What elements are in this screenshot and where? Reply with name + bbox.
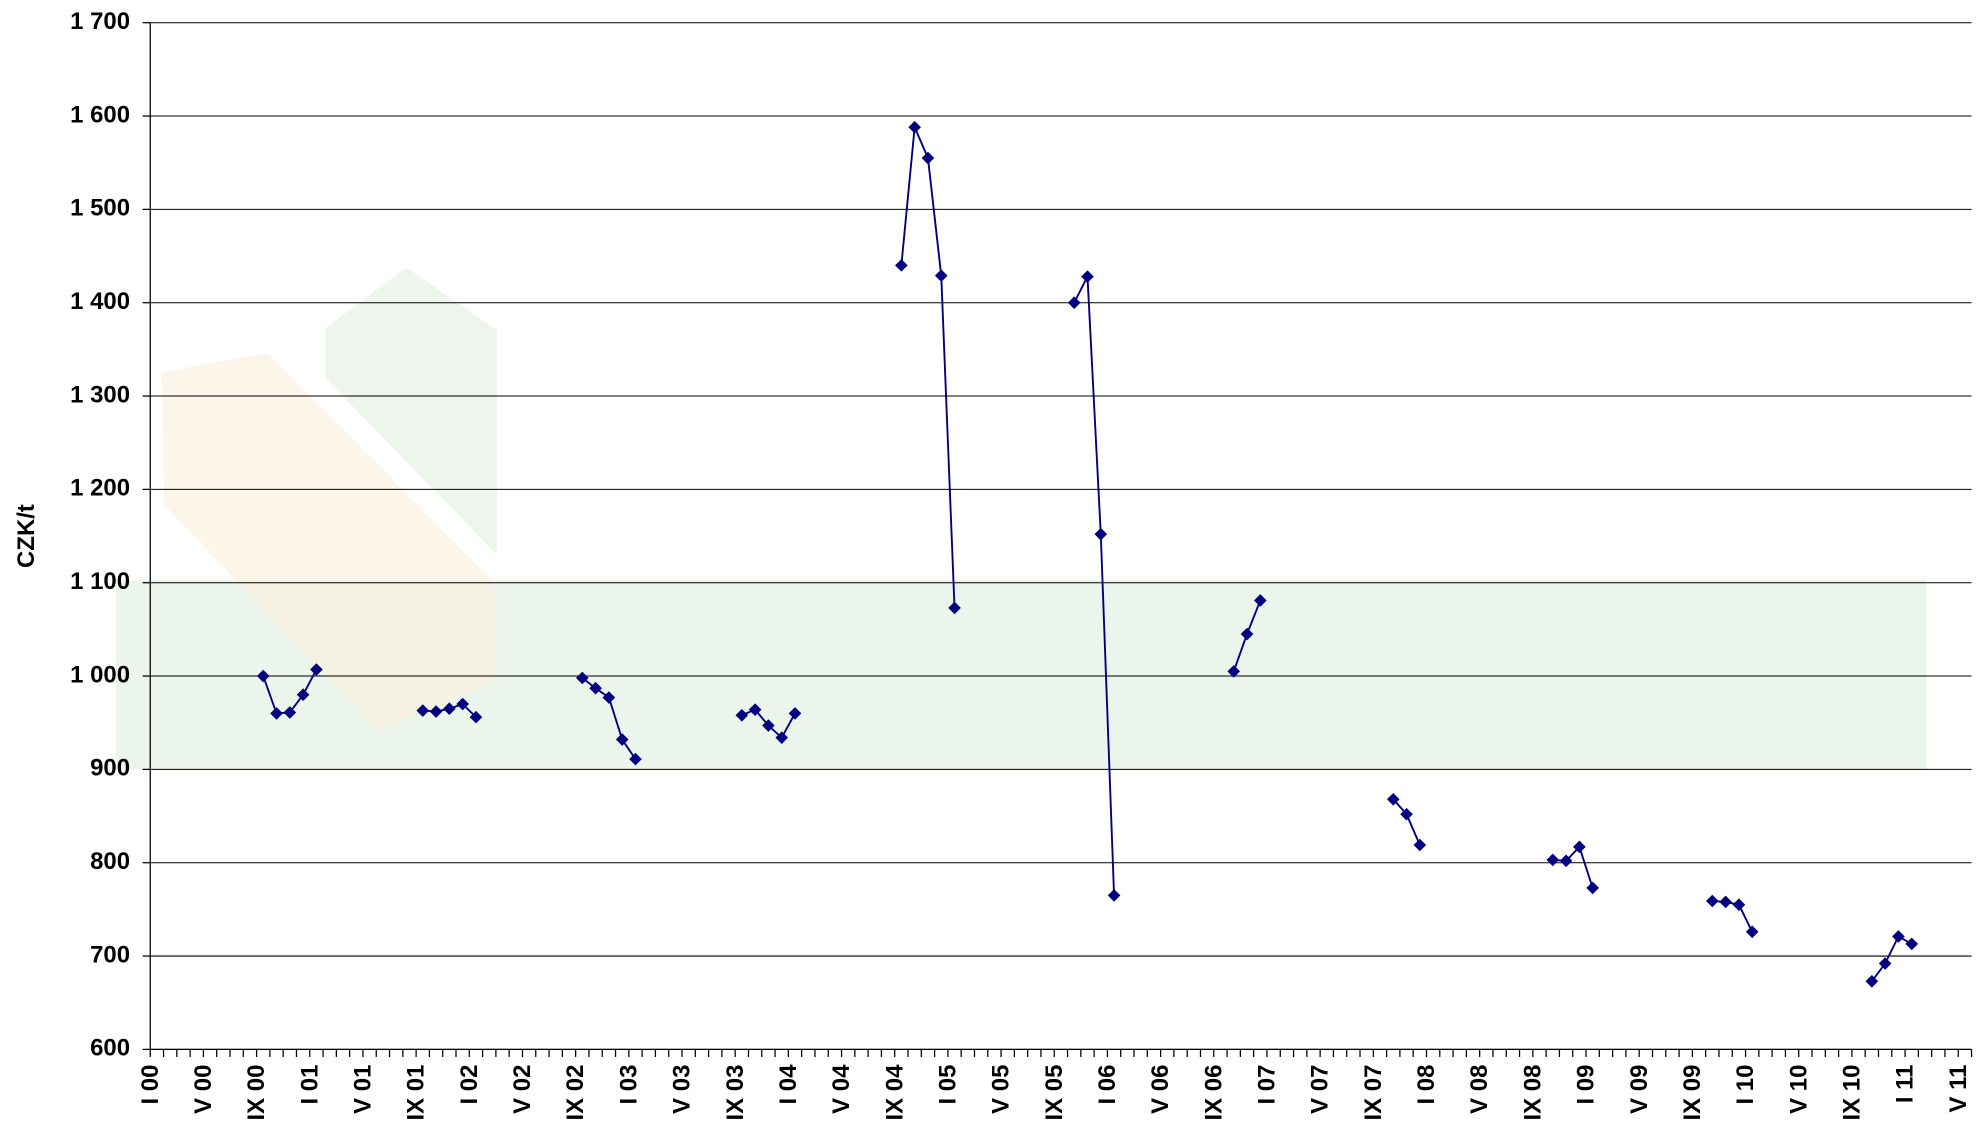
x-tick-label: V 08: [1466, 1065, 1493, 1114]
x-tick-label: V 05: [988, 1065, 1015, 1114]
marker: [1905, 937, 1919, 951]
x-tick-label: IX 03: [722, 1065, 749, 1121]
x-tick-label: IX 10: [1838, 1065, 1865, 1121]
marker: [629, 752, 642, 766]
marker: [429, 705, 443, 718]
marker: [762, 719, 775, 732]
x-tick-label: I 05: [934, 1065, 961, 1105]
y-tick-label: 1 400: [70, 288, 130, 315]
marker: [895, 259, 908, 272]
marker: [256, 669, 270, 683]
x-tick-label: V 07: [1307, 1065, 1334, 1114]
marker: [934, 269, 948, 282]
x-tick-label: V 04: [828, 1064, 855, 1114]
y-tick-label: 1 000: [70, 661, 130, 688]
y-tick-label: 1 500: [70, 195, 130, 222]
marker: [1586, 881, 1599, 895]
marker: [456, 697, 469, 711]
marker: [775, 731, 789, 744]
marker: [1227, 665, 1241, 678]
x-tick-label: IX 01: [403, 1065, 430, 1121]
marker: [469, 710, 483, 724]
x-tick-label: V 02: [509, 1065, 536, 1114]
x-tick-label: I 00: [137, 1065, 164, 1105]
x-tick-label: V 10: [1785, 1065, 1812, 1114]
marker: [1573, 840, 1586, 854]
y-tick-label: 1 600: [70, 101, 130, 128]
x-tick-label: I 11: [1892, 1065, 1919, 1104]
y-tick-label: 1 700: [70, 8, 130, 35]
marker: [908, 120, 921, 134]
marker: [1892, 930, 1905, 943]
marker: [1094, 527, 1108, 541]
marker: [921, 151, 935, 165]
marker: [735, 708, 749, 722]
marker: [1067, 296, 1081, 310]
watermark-shape: [161, 353, 495, 732]
y-tick-label: 1 200: [70, 475, 130, 502]
marker: [1240, 627, 1254, 641]
marker: [1386, 792, 1400, 806]
x-tick-label: I 10: [1732, 1065, 1759, 1105]
x-tick-label: V 06: [1147, 1065, 1174, 1114]
marker: [589, 681, 602, 695]
x-tick-label: I 08: [1413, 1065, 1440, 1105]
y-tick-label: 900: [90, 755, 130, 782]
x-tick-label: IX 07: [1360, 1065, 1387, 1121]
y-tick-label: 700: [90, 941, 130, 968]
marker: [1878, 957, 1892, 970]
x-tick-label: V 00: [190, 1065, 217, 1114]
x-tick-label: IX 00: [243, 1065, 270, 1121]
marker: [1413, 838, 1427, 852]
marker: [1745, 925, 1759, 939]
marker: [1719, 895, 1732, 909]
x-tick-label: V 11: [1945, 1065, 1972, 1113]
x-tick-label: IX 08: [1519, 1065, 1546, 1121]
x-tick-label: IX 05: [1041, 1065, 1068, 1121]
marker: [443, 702, 456, 716]
x-tick-label: I 06: [1094, 1065, 1121, 1105]
marker: [296, 688, 310, 702]
y-tick-label: 1 100: [70, 568, 130, 595]
x-tick-label: I 04: [775, 1064, 802, 1105]
marker: [948, 601, 961, 615]
x-tick-label: IX 09: [1679, 1065, 1706, 1121]
marker: [788, 707, 802, 720]
series-line: [262, 126, 1913, 982]
y-tick-label: 800: [90, 848, 130, 875]
x-tick-label: IX 04: [881, 1064, 908, 1121]
y-tick-label: 1 300: [70, 381, 130, 408]
marker: [615, 733, 629, 746]
x-tick-label: V 03: [669, 1065, 696, 1114]
x-tick-label: I 09: [1573, 1065, 1600, 1105]
marker: [416, 704, 430, 717]
marker: [310, 663, 323, 676]
marker: [1081, 270, 1094, 283]
marker: [1706, 894, 1719, 908]
y-axis-title: CZK/t: [13, 504, 40, 568]
x-tick-label: IX 06: [1200, 1065, 1227, 1121]
x-tick-label: I 02: [456, 1065, 483, 1105]
marker: [1546, 853, 1560, 867]
marker: [575, 671, 589, 685]
marker: [1732, 898, 1746, 912]
marker: [270, 707, 283, 720]
x-tick-label: I 07: [1254, 1065, 1281, 1105]
marker: [1107, 889, 1121, 902]
marker: [283, 706, 297, 719]
marker: [748, 703, 762, 716]
marker: [602, 691, 616, 704]
marker: [1400, 807, 1413, 821]
x-tick-label: IX 02: [562, 1065, 589, 1121]
x-tick-label: I 03: [615, 1065, 642, 1105]
y-tick-label: 600: [90, 1035, 130, 1062]
x-tick-label: I 01: [296, 1065, 323, 1105]
watermark-shape: [325, 267, 498, 555]
x-tick-label: V 09: [1626, 1065, 1653, 1114]
x-tick-label: V 01: [350, 1065, 377, 1114]
